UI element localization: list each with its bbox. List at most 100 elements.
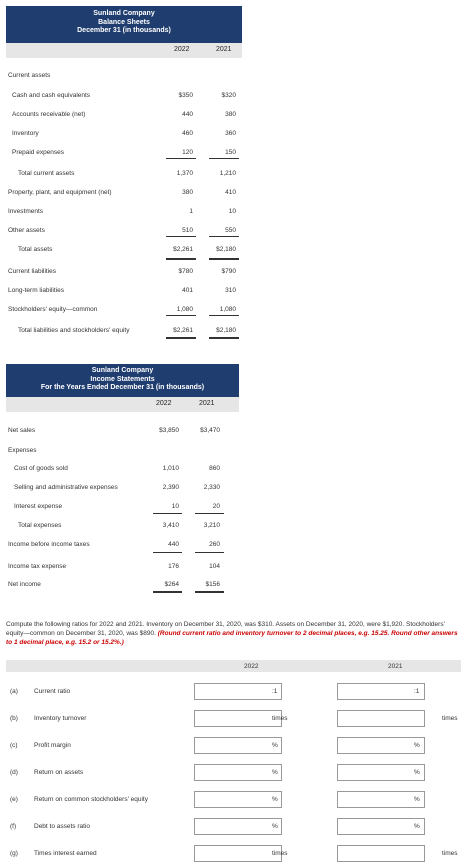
bs-value-2022: 1,370 bbox=[176, 170, 193, 177]
bs-value-2021: 310 bbox=[225, 287, 236, 294]
balance-sheet-title: Balance Sheets bbox=[98, 18, 150, 26]
profit-margin-2022-input[interactable] bbox=[194, 737, 282, 754]
is-value-2021: 3,210 bbox=[203, 522, 220, 529]
unit-label-2021: % bbox=[414, 796, 420, 803]
bs-row-label-cash-and-cash-equivalents: Cash and cash equivalents bbox=[12, 92, 91, 99]
bs-value-2022: $2,261 bbox=[173, 327, 193, 334]
is-value-2021: 2,330 bbox=[203, 484, 220, 491]
bs-rule-2022 bbox=[166, 258, 196, 260]
unit-label-2022: times bbox=[272, 850, 288, 857]
debt-to-assets-ratio-2021-input[interactable] bbox=[337, 818, 425, 835]
bs-rule-2022 bbox=[166, 236, 196, 237]
return-on-common-stockholders-equity-2022-input[interactable] bbox=[194, 791, 282, 808]
is-value-2022: $3,850 bbox=[159, 427, 179, 434]
instructions-text: Compute the following ratios for 2022 an… bbox=[6, 621, 445, 637]
is-row-label-net-income: Net income bbox=[8, 581, 41, 588]
is-rule-2021 bbox=[195, 513, 224, 514]
bs-value-2021: 10 bbox=[228, 208, 236, 215]
year-2021: 2021 bbox=[199, 400, 215, 407]
ratio-letter: (g) bbox=[10, 850, 18, 857]
bs-row-label-property-plant-and-equipment-net: Property, plant, and equipment (net) bbox=[8, 189, 112, 196]
is-value-2022: 176 bbox=[168, 563, 179, 570]
unit-label-2021: % bbox=[414, 742, 420, 749]
is-row-label-cost-of-goods-sold: Cost of goods sold bbox=[14, 465, 68, 472]
is-row-label-income-tax-expense: Income tax expense bbox=[8, 563, 67, 570]
times-interest-earned-2022-input[interactable] bbox=[194, 845, 282, 862]
year-2021: 2021 bbox=[216, 46, 232, 53]
is-value-2021: 860 bbox=[209, 465, 220, 472]
is-rule-2022 bbox=[153, 591, 182, 593]
bs-value-2022: 460 bbox=[182, 130, 193, 137]
bs-rule-2021 bbox=[209, 158, 239, 159]
debt-to-assets-ratio-2022-input[interactable] bbox=[194, 818, 282, 835]
balance-sheet-year-header: 2022 2021 bbox=[6, 43, 242, 58]
bs-rule-2021 bbox=[209, 236, 239, 237]
return-on-assets-2021-input[interactable] bbox=[337, 764, 425, 781]
bs-value-2022: $350 bbox=[178, 92, 193, 99]
bs-rule-2022 bbox=[166, 158, 196, 159]
unit-label-2021: times bbox=[442, 850, 458, 857]
income-statement-title: Income Statements bbox=[90, 375, 155, 383]
income-statement-header: Sunland Company Income Statements For th… bbox=[6, 364, 239, 397]
is-rule-2021 bbox=[195, 552, 224, 553]
bs-value-2022: 1 bbox=[189, 208, 193, 215]
unit-label-2021: times bbox=[442, 715, 458, 722]
bs-row-label-long-term-liabilities: Long-term liabilities bbox=[8, 287, 64, 294]
is-value-2022: 3,410 bbox=[162, 522, 179, 529]
bs-row-label-inventory: Inventory bbox=[12, 130, 39, 137]
bs-value-2021: 410 bbox=[225, 189, 236, 196]
bs-value-2021: 380 bbox=[225, 111, 236, 118]
unit-label-2022: % bbox=[272, 769, 278, 776]
ratio-letter: (e) bbox=[10, 796, 18, 803]
is-value-2021: $156 bbox=[205, 581, 220, 588]
is-value-2021: 104 bbox=[209, 563, 220, 570]
is-rule-2022 bbox=[153, 552, 182, 553]
bs-value-2022: 1,080 bbox=[176, 306, 193, 313]
is-row-label-interest-expense: Interest expense bbox=[14, 503, 63, 510]
unit-label-2021: % bbox=[414, 823, 420, 830]
return-on-common-stockholders-equity-2021-input[interactable] bbox=[337, 791, 425, 808]
ratio-label-current-ratio: Current ratio bbox=[34, 688, 71, 695]
inventory-turnover-2021-input[interactable] bbox=[337, 710, 425, 727]
current-ratio-2021-input[interactable] bbox=[337, 683, 425, 700]
is-value-2021: 260 bbox=[209, 541, 220, 548]
current-ratio-2022-input[interactable] bbox=[194, 683, 282, 700]
ratio-year-2022: 2022 bbox=[244, 663, 259, 670]
bs-row-label-prepaid-expenses: Prepaid expenses bbox=[12, 149, 65, 156]
ratio-label-inventory-turnover: Inventory turnover bbox=[34, 715, 87, 722]
bs-row-label-investments: Investments bbox=[8, 208, 44, 215]
bs-value-2022: 440 bbox=[182, 111, 193, 118]
unit-label-2022: % bbox=[272, 742, 278, 749]
bs-row-label-total-assets: Total assets bbox=[18, 246, 53, 253]
ratio-year-2021: 2021 bbox=[388, 663, 403, 670]
ratio-letter: (b) bbox=[10, 715, 18, 722]
unit-label-2021: :1 bbox=[414, 688, 420, 695]
bs-value-2022: 120 bbox=[182, 149, 193, 156]
bs-value-2021: 150 bbox=[225, 149, 236, 156]
unit-label-2022: :1 bbox=[272, 688, 278, 695]
return-on-assets-2022-input[interactable] bbox=[194, 764, 282, 781]
income-statement-period: For the Years Ended December 31 (in thou… bbox=[40, 384, 205, 391]
profit-margin-2021-input[interactable] bbox=[337, 737, 425, 754]
bs-value-2021: $2,180 bbox=[216, 246, 236, 253]
bs-value-2021: $2,180 bbox=[216, 327, 236, 334]
is-row-label-expenses: Expenses bbox=[8, 447, 37, 454]
times-interest-earned-2021-input[interactable] bbox=[337, 845, 425, 862]
bs-value-2021: $320 bbox=[221, 92, 236, 99]
bs-row-label-total-current-assets: Total current assets bbox=[18, 170, 75, 177]
bs-row-label-accounts-receivable-net: Accounts receivable (net) bbox=[12, 111, 86, 118]
bs-row-label-total-liabilities-and-stockholders-equity: Total liabilities and stockholders' equi… bbox=[18, 327, 130, 334]
inventory-turnover-2022-input[interactable] bbox=[194, 710, 282, 727]
is-value-2021: $3,470 bbox=[200, 427, 220, 434]
bs-rule-2021 bbox=[209, 258, 239, 260]
bs-value-2021: 1,210 bbox=[219, 170, 236, 177]
bs-value-2022: $2,261 bbox=[173, 246, 193, 253]
bs-row-label-stockholders-equity-common: Stockholders' equity—common bbox=[8, 306, 98, 313]
income-statement-company: Sunland Company bbox=[91, 367, 154, 374]
ratio-letter: (a) bbox=[10, 688, 18, 695]
bs-value-2022: 510 bbox=[182, 227, 193, 234]
rounding-note: (Round current ratio and inventory turno… bbox=[6, 630, 458, 646]
bs-value-2021: $790 bbox=[221, 268, 236, 275]
is-row-label-net-sales: Net sales bbox=[8, 427, 36, 434]
is-value-2021: 20 bbox=[212, 503, 220, 510]
